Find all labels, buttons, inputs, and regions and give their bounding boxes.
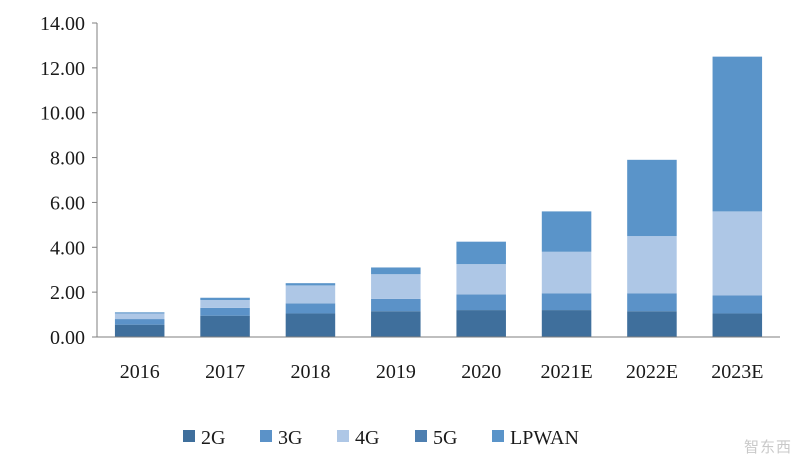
bars bbox=[114, 56, 763, 337]
y-tick-label: 10.00 bbox=[40, 103, 85, 125]
bar-segment-lpwan bbox=[456, 241, 506, 265]
bar-segment-3g bbox=[712, 295, 763, 314]
bar-segment-2g bbox=[712, 313, 763, 337]
bar-segment-4g bbox=[285, 285, 336, 304]
bar-segment-2g bbox=[456, 310, 506, 337]
bar-segment-3g bbox=[114, 319, 165, 325]
bar-segment-2g bbox=[541, 310, 592, 337]
y-tick-label: 2.00 bbox=[50, 282, 85, 304]
y-tick-label: 4.00 bbox=[50, 237, 85, 259]
x-tick-label: 2019 bbox=[376, 361, 416, 383]
bar-segment-4g bbox=[371, 274, 421, 299]
x-tick-label: 2021E bbox=[540, 361, 592, 383]
x-tick-label: 2020 bbox=[461, 361, 501, 383]
bar-segment-lpwan bbox=[200, 297, 250, 300]
legend-swatch-4g bbox=[337, 430, 349, 442]
bar-segment-4g bbox=[200, 299, 250, 308]
bar-segment-3g bbox=[627, 293, 677, 312]
legend-label-lpwan: LPWAN bbox=[510, 427, 579, 449]
x-tick-label: 2017 bbox=[205, 361, 245, 383]
bar-segment-3g bbox=[285, 303, 336, 314]
legend: 2G 3G 4G 5G LPWAN bbox=[183, 427, 579, 449]
bar-segment-2g bbox=[627, 311, 677, 337]
bar-segment-lpwan bbox=[285, 283, 336, 286]
legend-swatch-5g bbox=[415, 430, 427, 442]
y-axis: 0.00 2.00 4.00 6.00 8.00 10.00 12.00 14.00 bbox=[40, 13, 98, 349]
bar-segment-3g bbox=[456, 294, 506, 311]
x-tick-label: 2023E bbox=[711, 361, 763, 383]
legend-label-4g: 4G bbox=[355, 427, 379, 449]
watermark-logo: 智东西 bbox=[743, 438, 792, 456]
y-tick-label: 6.00 bbox=[50, 192, 85, 214]
y-tick-label: 14.00 bbox=[40, 13, 85, 35]
y-tick-label: 8.00 bbox=[50, 148, 85, 170]
bar-segment-3g bbox=[200, 307, 250, 316]
bar-segment-2g bbox=[200, 315, 250, 337]
y-tick-label: 12.00 bbox=[40, 58, 85, 80]
x-tick-label: 2022E bbox=[626, 361, 678, 383]
bar-segment-lpwan bbox=[371, 267, 421, 275]
legend-swatch-lpwan bbox=[492, 430, 504, 442]
bar-segment-lpwan bbox=[541, 211, 592, 252]
bar-segment-3g bbox=[541, 293, 592, 311]
y-tick-label: 0.00 bbox=[50, 327, 85, 349]
legend-label-3g: 3G bbox=[278, 427, 302, 449]
x-axis: 2016 2017 2018 2019 2020 2021E 2022E 2023E bbox=[97, 336, 780, 383]
bar-segment-4g bbox=[114, 313, 165, 320]
bar-segment-2g bbox=[114, 324, 165, 337]
x-tick-label: 2018 bbox=[290, 361, 330, 383]
bar-segment-lpwan bbox=[712, 56, 763, 212]
bar-segment-lpwan bbox=[627, 159, 677, 237]
bar-segment-3g bbox=[371, 298, 421, 312]
x-tick-label: 2016 bbox=[120, 361, 160, 383]
legend-label-5g: 5G bbox=[433, 427, 457, 449]
bar-segment-4g bbox=[541, 251, 592, 294]
bar-segment-4g bbox=[712, 211, 763, 296]
bar-segment-lpwan bbox=[114, 312, 165, 314]
legend-label-2g: 2G bbox=[201, 427, 225, 449]
legend-swatch-3g bbox=[260, 430, 272, 442]
bar-segment-4g bbox=[456, 264, 506, 295]
bar-segment-2g bbox=[285, 313, 336, 337]
legend-swatch-2g bbox=[183, 430, 195, 442]
bar-segment-2g bbox=[371, 311, 421, 337]
bar-segment-4g bbox=[627, 236, 677, 294]
